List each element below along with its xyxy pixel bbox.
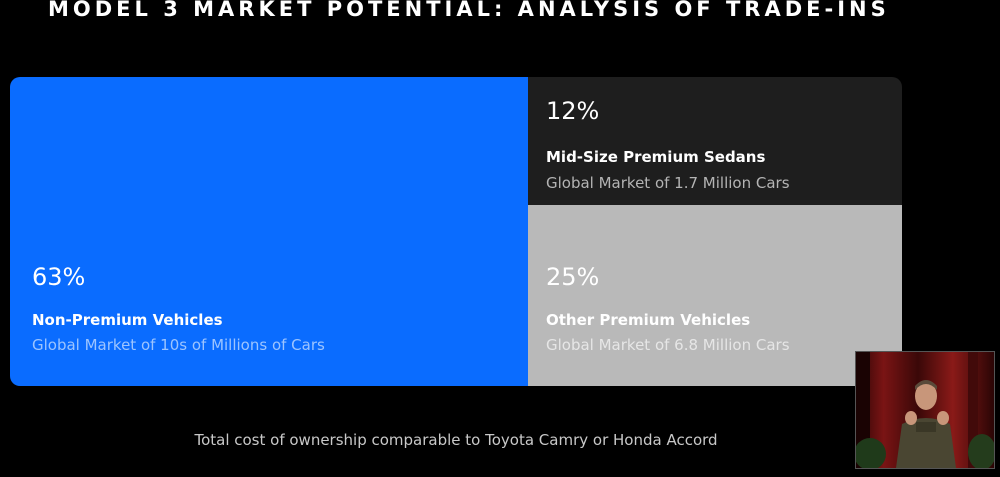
tile-non-premium: 63% Non-Premium Vehicles Global Market o… (10, 77, 528, 386)
tile-mid-size-premium: 12% Mid-Size Premium Sedans Global Marke… (528, 77, 902, 205)
tile-detail: Global Market of 10s of Millions of Cars (32, 336, 325, 354)
presenter-left-hand (905, 411, 917, 425)
tile-percent: 63% (32, 263, 86, 291)
tile-name: Mid-Size Premium Sedans (546, 148, 766, 166)
tile-name: Non-Premium Vehicles (32, 311, 223, 329)
presenter-video[interactable] (855, 351, 995, 469)
tile-detail: Global Market of 6.8 Million Cars (546, 336, 790, 354)
tile-detail: Global Market of 1.7 Million Cars (546, 174, 790, 192)
presenter-right-hand (937, 411, 949, 425)
slide-title: MODEL 3 MARKET POTENTIAL: ANALYSIS OF TR… (48, 0, 890, 21)
presenter-hair (915, 380, 937, 390)
presenter-shirt (896, 418, 956, 468)
presenter-video-frame (856, 352, 994, 468)
tile-name: Other Premium Vehicles (546, 311, 751, 329)
presenter-collar (916, 422, 936, 432)
plant-right (968, 434, 994, 468)
plant-left (856, 438, 886, 468)
footnote: Total cost of ownership comparable to To… (194, 431, 718, 449)
tile-other-premium: 25% Other Premium Vehicles Global Market… (528, 205, 902, 386)
tile-percent: 25% (546, 263, 600, 291)
tile-percent: 12% (546, 97, 600, 125)
curtain-fold-right (968, 352, 978, 468)
presenter-head (915, 382, 937, 410)
market-treemap: 63% Non-Premium Vehicles Global Market o… (10, 77, 902, 386)
